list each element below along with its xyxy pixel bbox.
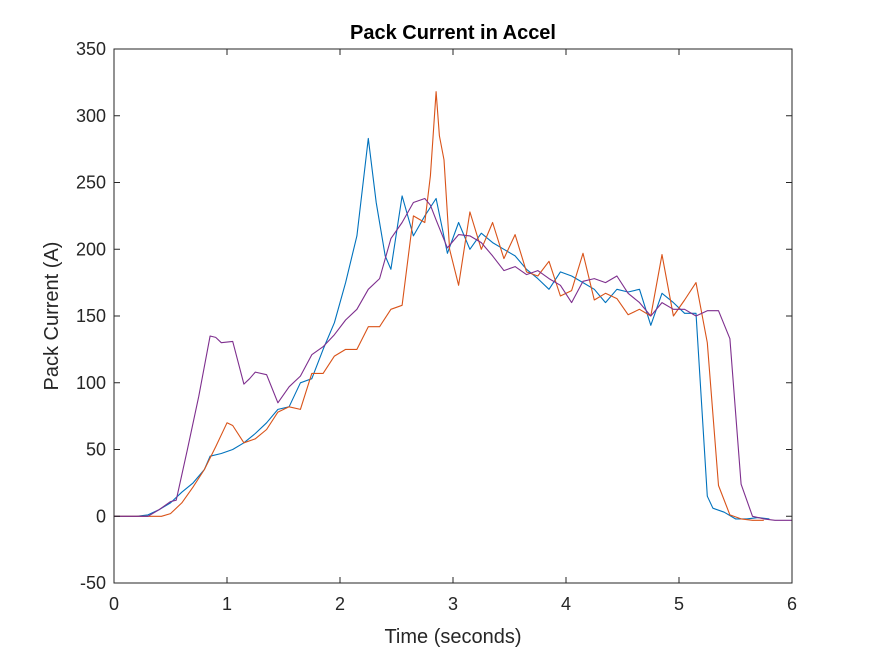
y-tick-label: 50: [86, 440, 106, 460]
y-tick-label: 0: [96, 506, 106, 526]
x-tick-label: 2: [335, 594, 345, 614]
x-axis-ticks: 0 1 2 3 4 5 6: [109, 49, 797, 614]
x-tick-label: 4: [561, 594, 571, 614]
y-tick-label: 200: [76, 239, 106, 259]
y-tick-label: 300: [76, 106, 106, 126]
x-tick-label: 6: [787, 594, 797, 614]
y-tick-label: 150: [76, 306, 106, 326]
y-tick-label: 250: [76, 173, 106, 193]
series-line-3: [114, 197, 792, 521]
x-tick-label: 5: [674, 594, 684, 614]
chart-title: Pack Current in Accel: [350, 22, 556, 44]
y-tick-label: 350: [76, 39, 106, 59]
x-tick-label: 3: [448, 594, 458, 614]
series-line-1: [114, 137, 770, 520]
x-axis-label: Time (seconds): [384, 626, 521, 648]
y-tick-label: 100: [76, 373, 106, 393]
series-layer: [114, 91, 792, 521]
y-axis-label: Pack Current (A): [41, 242, 63, 391]
x-tick-label: 0: [109, 594, 119, 614]
series-line-2: [114, 91, 764, 521]
y-axis-ticks: -50 0 50 100 150 200 250 300 350: [76, 39, 792, 593]
plot-background: [114, 49, 792, 583]
x-tick-label: 1: [222, 594, 232, 614]
y-tick-label: -50: [80, 573, 106, 593]
